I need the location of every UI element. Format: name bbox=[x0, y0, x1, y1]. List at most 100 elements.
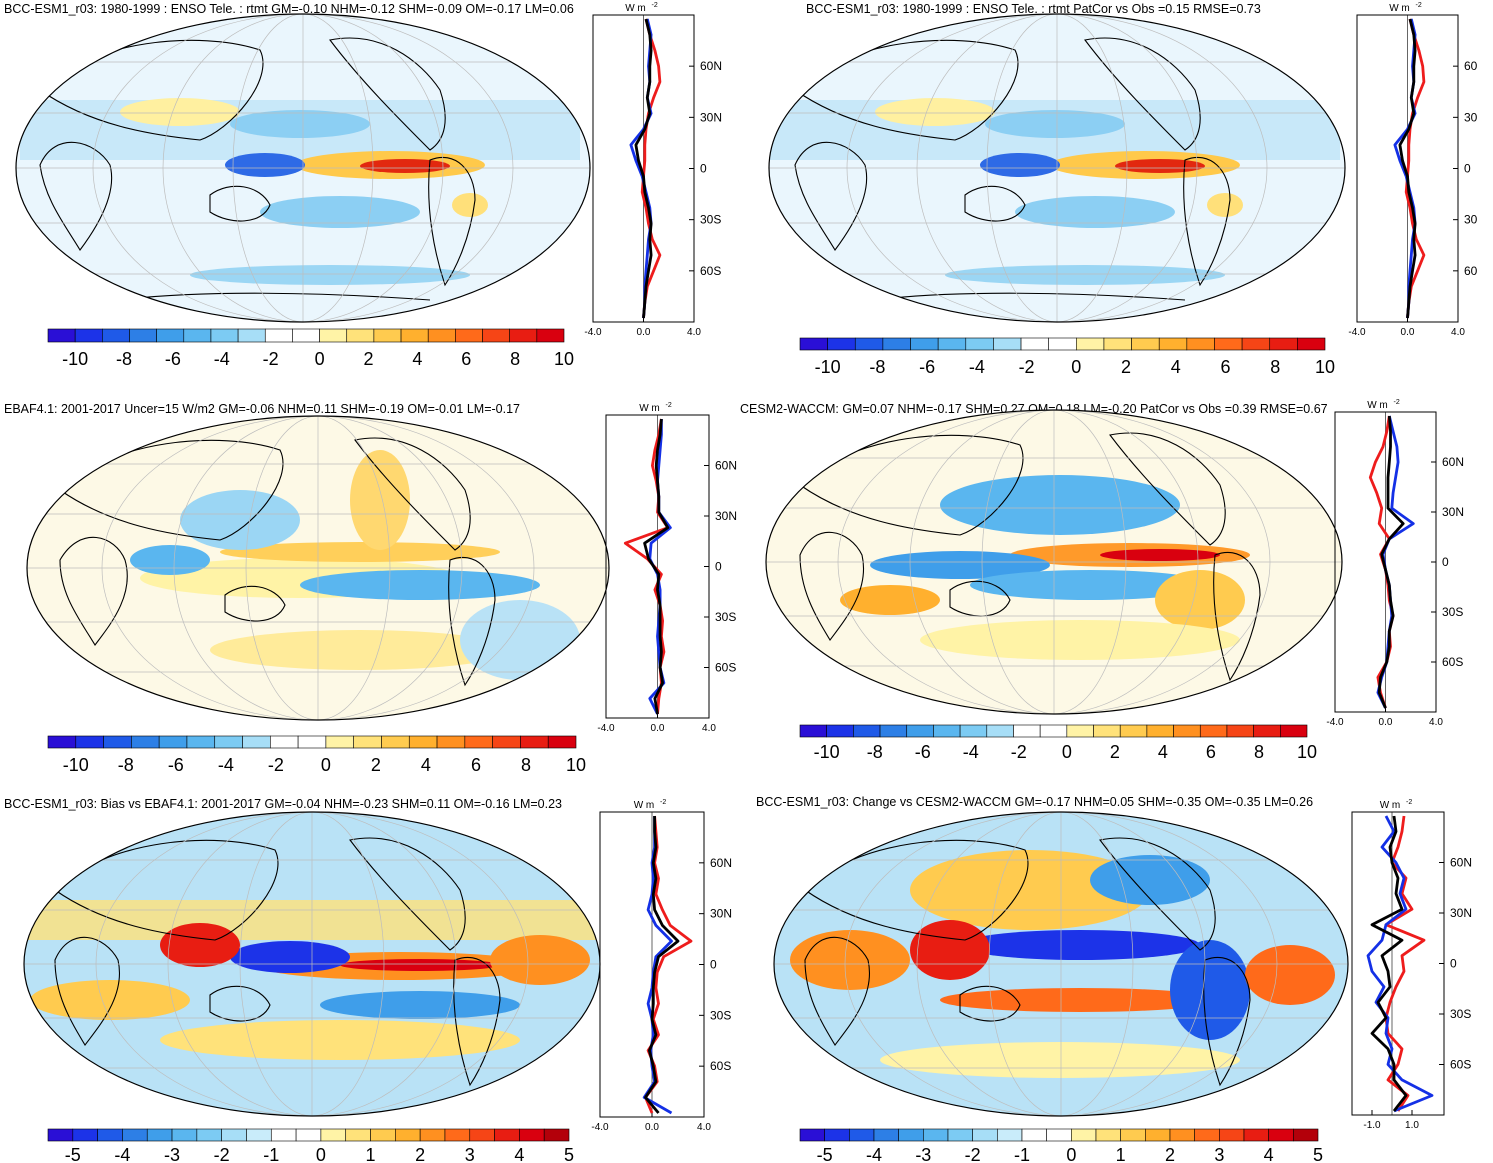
colorbar-tick-label: -6 bbox=[165, 349, 181, 369]
colorbar-swatch bbox=[1076, 337, 1105, 351]
colorbar-swatch bbox=[482, 328, 510, 343]
colorbar-swatch bbox=[295, 1128, 322, 1142]
profile-x-tick-label: 4.0 bbox=[702, 723, 716, 734]
colorbar-swatch bbox=[122, 1128, 148, 1142]
field-blob bbox=[870, 551, 1050, 579]
panel-1: BCC-ESM1_r03: 1980-1999 : ENSO Tele. : r… bbox=[4, 2, 722, 369]
continent-outline bbox=[964, 185, 1026, 222]
profile-y-tick-label: 60 bbox=[1464, 264, 1478, 278]
colorbar-swatch bbox=[937, 337, 967, 351]
panel-5-colorbar: -5 -4 -3 -2 -1 0 1 2 3 4 5 bbox=[47, 1128, 574, 1163]
continent-outline bbox=[949, 580, 1011, 617]
colorbar-swatch bbox=[183, 328, 212, 343]
field-blob bbox=[980, 153, 1060, 177]
continent-outline bbox=[119, 292, 431, 301]
panel-2-colorbar: -10 -8 -6 -4 -2 0 2 4 6 8 10 bbox=[799, 337, 1335, 377]
colorbar-tick-label: -4 bbox=[866, 1145, 882, 1163]
colorbar-swatches bbox=[799, 1128, 1319, 1142]
profile-x-tick-label: 0.0 bbox=[1379, 717, 1393, 728]
field-blob bbox=[1155, 570, 1245, 630]
continent-outline bbox=[59, 439, 284, 541]
colorbar-swatch bbox=[1131, 337, 1160, 351]
field-blob bbox=[230, 941, 350, 973]
panel-1-title: BCC-ESM1_r03: 1980-1999 : ENSO Tele. : r… bbox=[4, 2, 574, 16]
profile-y-tick-label: 60S bbox=[1442, 655, 1463, 669]
colorbar-tick-labels: -5 -4 -3 -2 -1 0 1 2 3 4 5 bbox=[65, 1145, 574, 1163]
panel-5-graticule bbox=[24, 812, 600, 1116]
colorbar-swatch bbox=[799, 724, 827, 738]
colorbar-tick-label: -10 bbox=[62, 349, 88, 369]
colorbar-tick-label: 2 bbox=[1165, 1145, 1175, 1163]
colorbar-swatch bbox=[1066, 724, 1094, 738]
colorbar-tick-label: 8 bbox=[1254, 742, 1264, 762]
field-blob bbox=[260, 196, 420, 228]
colorbar-swatch bbox=[464, 735, 493, 749]
profile-x-tick-label: -4.0 bbox=[1326, 717, 1344, 728]
colorbar-swatches bbox=[799, 337, 1326, 351]
panel-1-map-field bbox=[20, 98, 580, 285]
panel-3-map-border bbox=[26, 415, 610, 721]
profile-series-red bbox=[640, 18, 662, 319]
panel-5-zonal-profile: W m -2 60N 30N 0 30S 60S -4.0 0.0 4.0 bbox=[591, 799, 732, 1133]
colorbar-tick-label: -10 bbox=[63, 755, 89, 775]
profile-series-black bbox=[1370, 815, 1408, 1112]
colorbar-tick-label: 1 bbox=[366, 1145, 376, 1163]
colorbar-swatch bbox=[1158, 337, 1188, 351]
field-blob bbox=[880, 1042, 1240, 1078]
colorbar-swatch bbox=[854, 337, 884, 351]
graticule-line bbox=[844, 812, 1278, 1116]
field-blob bbox=[1015, 196, 1175, 228]
colorbar-swatch bbox=[455, 328, 483, 343]
field-blob bbox=[1245, 945, 1335, 1005]
graticule-line bbox=[909, 410, 1199, 714]
field-blob bbox=[160, 1020, 520, 1060]
colorbar-tick-labels: -10 -8 -6 -4 -2 0 2 4 6 8 10 bbox=[62, 349, 574, 369]
panel-6-map bbox=[773, 811, 1349, 1117]
graticule-line bbox=[986, 14, 1128, 322]
colorbar-swatch bbox=[1020, 337, 1049, 351]
colorbar-tick-labels: -10 -8 -6 -4 -2 0 2 4 6 8 10 bbox=[815, 357, 1335, 377]
colorbar-swatch bbox=[381, 735, 410, 749]
profile-x-tick-label: -4.0 bbox=[597, 723, 615, 734]
field-blob bbox=[120, 98, 240, 126]
colorbar-tick-label: -6 bbox=[915, 742, 931, 762]
colorbar-tick-label: 0 bbox=[316, 1145, 326, 1163]
profile-y-tick-label: 30N bbox=[715, 509, 737, 523]
colorbar-swatch bbox=[47, 328, 76, 343]
field-blob bbox=[1207, 193, 1243, 217]
profile-x-tick-label: 4.0 bbox=[1429, 717, 1443, 728]
panel-1-map-border bbox=[15, 13, 591, 323]
colorbar-tick-label: 6 bbox=[461, 349, 471, 369]
panel-6-graticule bbox=[774, 812, 1348, 1116]
colorbar-swatch bbox=[246, 1128, 272, 1142]
panel-6-zonal-profile: W m -2 60N 30N 0 30S 60S -1.0 1.0 bbox=[1351, 799, 1472, 1131]
colorbar-swatch bbox=[75, 735, 104, 749]
colorbar-swatch bbox=[373, 328, 402, 343]
colorbar-swatch bbox=[97, 1128, 123, 1142]
colorbar-tick-label: 0 bbox=[1062, 742, 1072, 762]
panel-6-map-border bbox=[773, 811, 1349, 1117]
colorbar-tick-label: 8 bbox=[521, 755, 531, 775]
colorbar-swatch bbox=[292, 328, 320, 343]
profile-unit-label: W m bbox=[1380, 800, 1401, 811]
panel-2-map-field bbox=[770, 98, 1340, 285]
profile-y-tick-label: 60N bbox=[715, 459, 737, 473]
colorbar-swatch bbox=[1120, 1128, 1146, 1142]
colorbar-swatch bbox=[319, 328, 348, 343]
colorbar-swatch bbox=[214, 735, 243, 749]
colorbar-tick-label: 10 bbox=[566, 755, 586, 775]
panel-4-zonal-profile: W m -2 60N 30N 0 30S 60S -4.0 0.0 4.0 bbox=[1326, 399, 1464, 728]
colorbar-tick-labels: -10 -8 -6 -4 -2 0 2 4 6 8 10 bbox=[814, 742, 1317, 762]
colorbar-swatch bbox=[444, 1128, 471, 1142]
panel-4-title: CESM2-WACCM: GM=0.07 NHM=-0.17 SHM=0.27 … bbox=[740, 402, 1328, 416]
colorbar-tick-label: -4 bbox=[963, 742, 979, 762]
colorbar-tick-label: -8 bbox=[116, 349, 132, 369]
colorbar-swatch bbox=[270, 735, 299, 749]
field-blob bbox=[340, 959, 500, 971]
colorbar-swatch bbox=[509, 328, 538, 343]
colorbar-tick-label: -6 bbox=[168, 755, 184, 775]
panel-1-continents bbox=[39, 37, 476, 301]
field-blob bbox=[1170, 940, 1250, 1040]
panel-4-map-field bbox=[840, 475, 1250, 660]
